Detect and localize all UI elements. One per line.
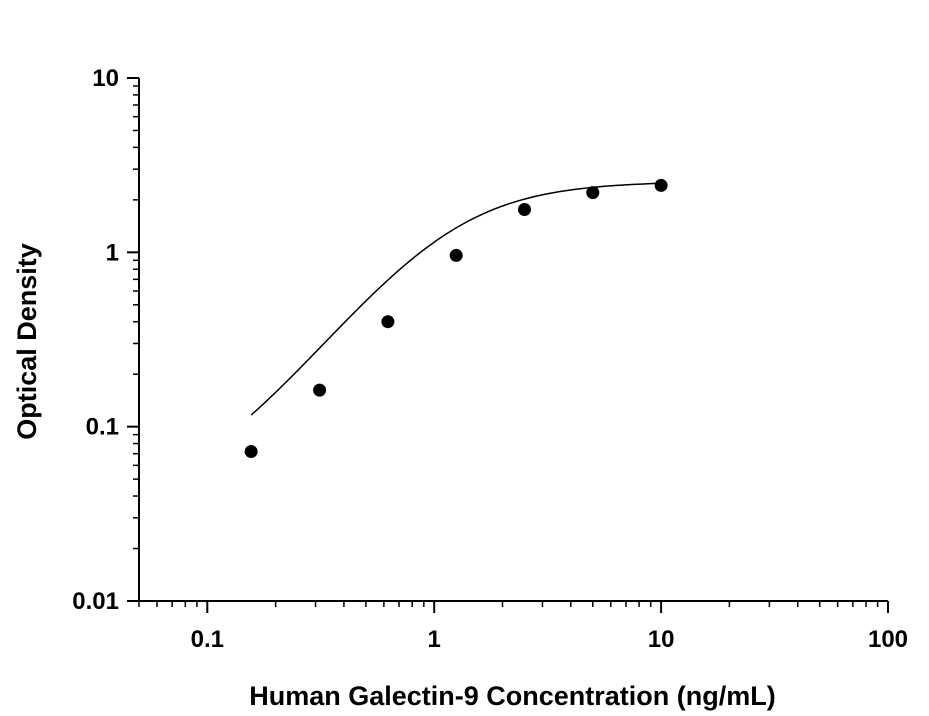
x-tick-label: 100 bbox=[868, 626, 908, 653]
x-axis-title: Human Galectin-9 Concentration (ng/mL) bbox=[249, 681, 776, 711]
data-point bbox=[586, 186, 600, 200]
y-axis-title: Optical Density bbox=[12, 243, 42, 440]
y-tick-label: 0.01 bbox=[72, 588, 119, 615]
x-tick-label: 0.1 bbox=[191, 626, 224, 653]
data-points bbox=[244, 178, 668, 459]
data-point bbox=[244, 445, 258, 459]
x-tick-label: 10 bbox=[648, 626, 675, 653]
y-axis-ticks bbox=[127, 77, 139, 602]
fit-curve-line bbox=[250, 182, 662, 416]
data-point bbox=[449, 248, 463, 262]
x-axis-ticks bbox=[138, 601, 889, 613]
y-tick-label: 0.1 bbox=[86, 414, 119, 441]
data-point bbox=[517, 203, 531, 217]
axes bbox=[138, 78, 888, 602]
y-tick-label: 10 bbox=[92, 65, 119, 92]
x-axis-tick-labels: 0.1 1 10 100 bbox=[191, 626, 908, 653]
y-tick-label: 1 bbox=[106, 239, 119, 266]
y-axis-tick-labels: 0.01 0.1 1 10 bbox=[72, 65, 119, 615]
data-point bbox=[381, 315, 395, 329]
data-point bbox=[654, 178, 668, 192]
data-point bbox=[313, 383, 327, 397]
x-tick-label: 1 bbox=[428, 626, 441, 653]
